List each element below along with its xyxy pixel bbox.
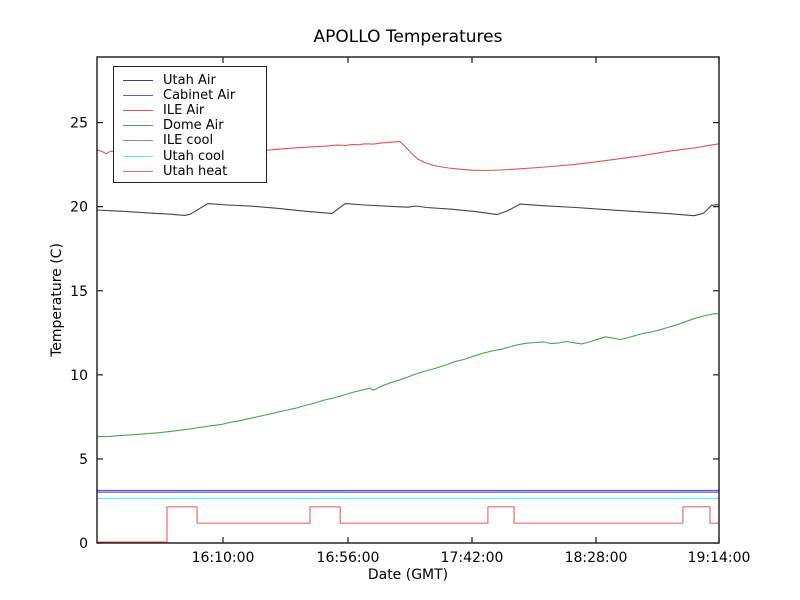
y-tick-label: 0 (79, 536, 88, 552)
legend: Utah Air Cabinet Air ILE Air Dome Air ILE co… (113, 66, 267, 183)
series-line-utah-heat (97, 506, 719, 543)
legend-label: Utah Air (163, 73, 216, 89)
plot-frame (96, 56, 720, 544)
text-layer: APOLLO Temperatures Date (GMT) Temperatu… (49, 27, 750, 583)
series-line-dome-air (96, 313, 720, 438)
x-tick-label: 16:10:00 (192, 550, 255, 566)
x-tick-label: 16:56:00 (317, 550, 380, 566)
legend-line-swatch (123, 155, 153, 157)
y-tick-label: 5 (79, 452, 88, 468)
legend-label: Utah heat (163, 163, 228, 179)
legend-item-utah-heat: Utah heat (123, 164, 260, 179)
frame-layer (96, 56, 720, 544)
y-tick-label: 20 (70, 200, 88, 216)
y-tick-label: 25 (70, 116, 88, 132)
series-layer (96, 140, 720, 543)
chart-title: APOLLO Temperatures (314, 27, 503, 47)
series-line-utah-air (96, 203, 720, 217)
legend-item-ile-cool: ILE cool (123, 133, 260, 148)
legend-label: ILE Air (163, 103, 205, 119)
legend-label: Cabinet Air (163, 88, 236, 104)
legend-item-cabinet-air: Cabinet Air (123, 88, 260, 103)
legend-line-swatch (123, 125, 153, 127)
legend-item-utah-cool: Utah cool (123, 148, 260, 164)
y-tick-label: 10 (70, 368, 88, 384)
legend-line-swatch (123, 80, 153, 82)
y-tick-label: 15 (70, 284, 88, 300)
x-axis-label: Date (GMT) (368, 567, 448, 583)
legend-line-swatch (123, 110, 153, 112)
x-tick-label: 18:28:00 (565, 550, 628, 566)
legend-line-swatch (123, 95, 153, 97)
x-tick-label: 17:42:00 (441, 550, 504, 566)
y-axis-label: Temperature (C) (49, 243, 65, 358)
legend-line-swatch (123, 170, 153, 172)
x-tick-label: 19:14:00 (688, 550, 751, 566)
legend-label: Utah cool (163, 148, 225, 164)
legend-item-dome-air: Dome Air (123, 118, 260, 133)
legend-label: ILE cool (163, 133, 214, 149)
legend-label: Dome Air (163, 118, 224, 134)
legend-item-ile-air: ILE Air (123, 103, 260, 118)
legend-line-swatch (123, 140, 153, 142)
legend-item-utah-air: Utah Air (123, 73, 260, 88)
